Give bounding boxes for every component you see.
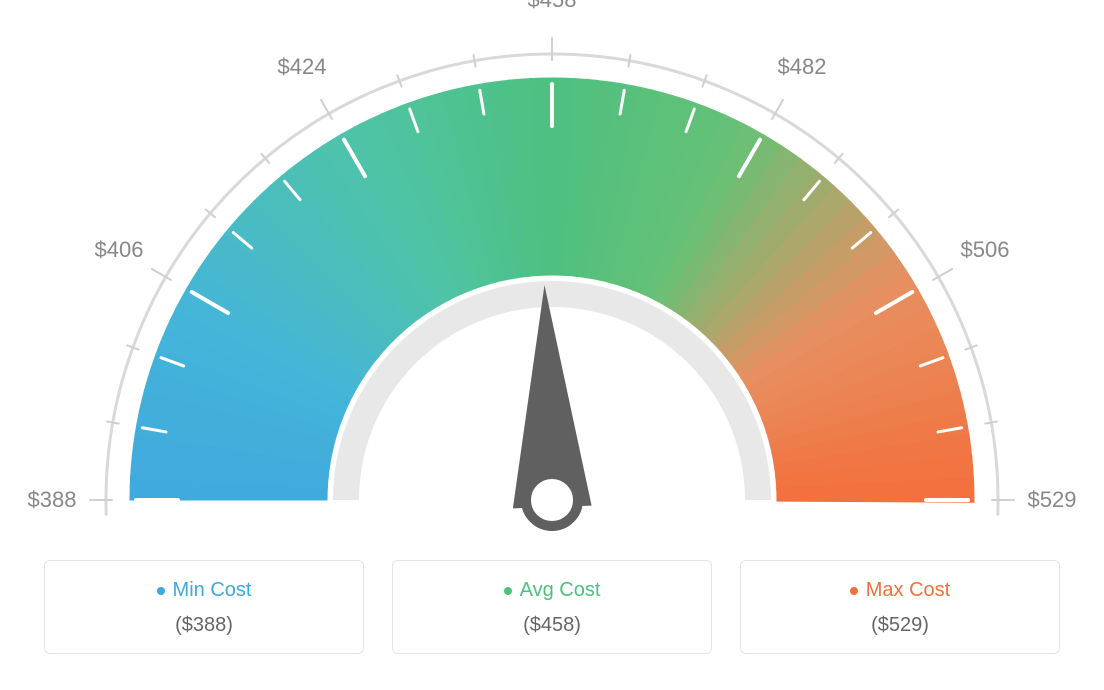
legend-max-value: ($529) <box>753 614 1047 637</box>
legend-avg-value: ($458) <box>405 614 699 637</box>
legend-avg-dot <box>504 587 512 595</box>
legend-avg-card: Avg Cost ($458) <box>392 560 712 654</box>
gauge-tick-label: $529 <box>1028 487 1077 513</box>
legend-row: Min Cost ($388) Avg Cost ($458) Max Cost… <box>0 560 1104 654</box>
legend-max-label: Max Cost <box>866 579 950 601</box>
legend-avg-label: Avg Cost <box>520 579 601 601</box>
legend-max-dot <box>850 587 858 595</box>
gauge-tick-label: $506 <box>961 237 1010 263</box>
gauge-tick-label: $458 <box>528 0 577 13</box>
legend-min-dot <box>157 587 165 595</box>
gauge-tick-label: $406 <box>95 237 144 263</box>
legend-max-title: Max Cost <box>753 579 1047 602</box>
cost-gauge: $388 $406 $424 $458 $482 $506 $529 <box>0 0 1104 560</box>
legend-min-value: ($388) <box>57 614 351 637</box>
gauge-tick-label: $424 <box>278 54 327 80</box>
gauge-svg <box>0 0 1104 560</box>
gauge-tick-label: $388 <box>28 487 77 513</box>
gauge-tick-label: $482 <box>778 54 827 80</box>
legend-min-card: Min Cost ($388) <box>44 560 364 654</box>
legend-min-label: Min Cost <box>173 579 252 601</box>
legend-max-card: Max Cost ($529) <box>740 560 1060 654</box>
legend-min-title: Min Cost <box>57 579 351 602</box>
legend-avg-title: Avg Cost <box>405 579 699 602</box>
